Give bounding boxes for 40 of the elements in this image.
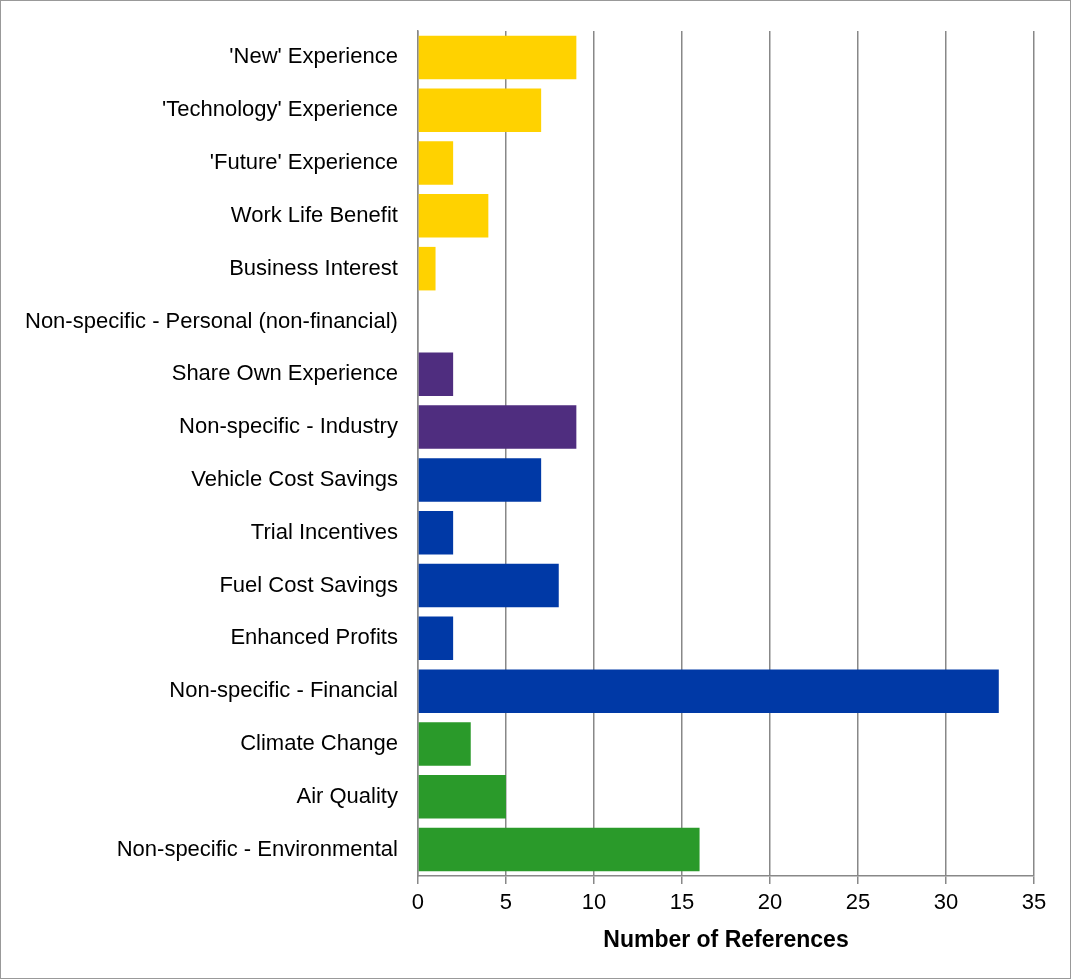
bar <box>418 669 999 713</box>
x-tick-label: 20 <box>757 889 783 915</box>
bar <box>418 141 454 185</box>
bar <box>418 616 454 661</box>
y-tick-label: Business Interest <box>229 254 398 280</box>
y-tick-label: Share Own Experience <box>171 360 398 386</box>
y-tick-label: Non-specific - Personal (non-financial) <box>25 307 398 333</box>
x-tick-label: 5 <box>499 889 513 915</box>
y-tick-label: Trial Incentives <box>250 518 398 544</box>
y-tick-label: Non-specific - Industry <box>179 413 398 439</box>
bar <box>418 722 471 766</box>
bar <box>418 563 559 608</box>
y-tick-label: Non-specific - Financial <box>169 677 398 703</box>
y-tick-label: Air Quality <box>296 782 398 808</box>
y-tick-label: 'Technology' Experience <box>162 96 398 122</box>
bar <box>418 88 542 132</box>
x-tick-label: 30 <box>933 889 959 915</box>
bar <box>418 775 506 819</box>
y-tick-label: Work Life Benefit <box>230 201 398 227</box>
y-tick-label: Vehicle Cost Savings <box>191 465 398 491</box>
bar <box>418 35 577 80</box>
bar <box>418 246 436 291</box>
y-tick-label: 'New' Experience <box>229 43 398 69</box>
bar <box>418 510 454 555</box>
x-tick-label: 25 <box>845 889 871 915</box>
x-tick-label: 35 <box>1021 889 1047 915</box>
x-tick-label: 15 <box>669 889 695 915</box>
y-tick-label: Enhanced Profits <box>230 624 398 650</box>
y-tick-label: 'Future' Experience <box>209 149 398 175</box>
x-tick-label: 0 <box>411 889 425 915</box>
y-tick-label: Fuel Cost Savings <box>219 571 398 597</box>
bar <box>418 194 489 238</box>
y-tick-label: Non-specific - Environmental <box>116 835 398 861</box>
bar <box>418 458 542 502</box>
bar <box>418 827 700 872</box>
y-tick-label: Climate Change <box>240 730 398 756</box>
bar <box>418 352 454 397</box>
bar <box>418 405 577 449</box>
x-axis-title: Number of References <box>603 925 849 952</box>
x-tick-label: 10 <box>581 889 607 915</box>
